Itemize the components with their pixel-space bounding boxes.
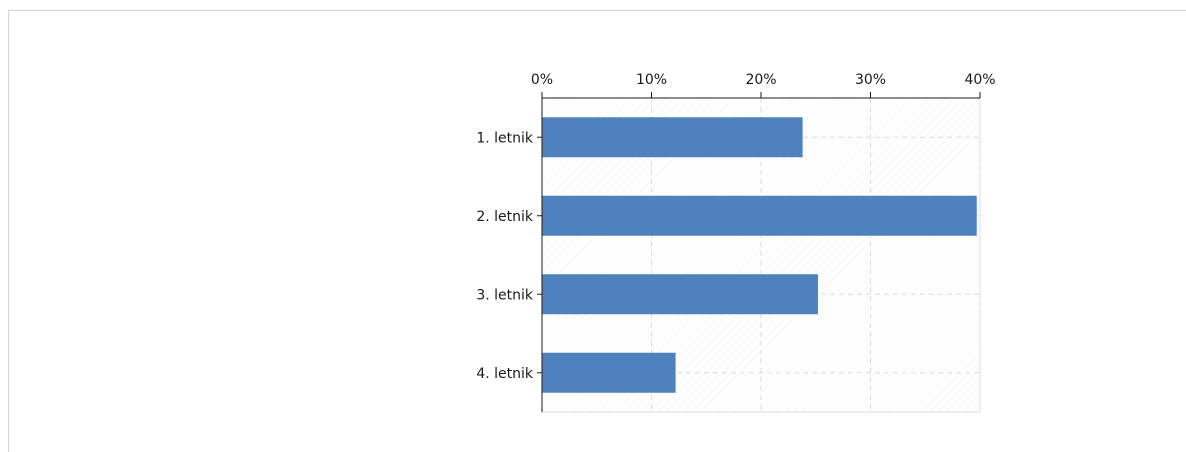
panel-border: [8, 10, 1186, 452]
x-tick-label: 10%: [636, 72, 667, 88]
category-label: 4. letnik: [476, 366, 534, 382]
category-label: 2. letnik: [476, 209, 534, 225]
x-tick-label: 20%: [745, 72, 776, 88]
bar-1: [542, 117, 803, 158]
category-label: 1. letnik: [476, 130, 534, 146]
bar-4: [542, 352, 676, 393]
category-label: 3. letnik: [476, 287, 534, 303]
x-tick-label: 40%: [964, 72, 995, 88]
bar-2: [542, 195, 977, 236]
x-tick-label: 30%: [855, 72, 886, 88]
bar-3: [542, 274, 818, 315]
x-tick-label: 0%: [531, 72, 553, 88]
